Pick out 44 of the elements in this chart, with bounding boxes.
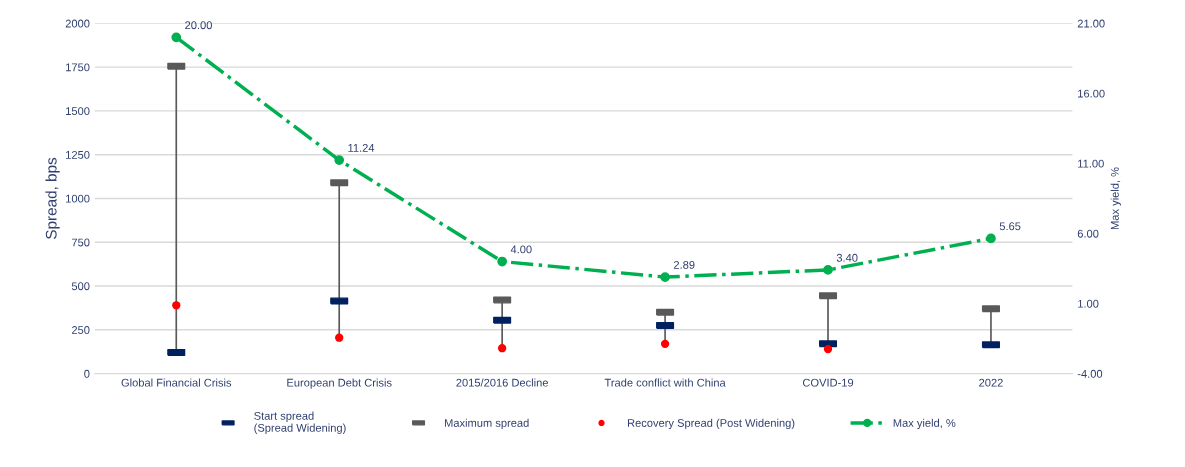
y2-tick-label: 16.00 [1078,89,1105,98]
point [660,272,670,282]
y2-tick-label: 21.00 [1077,19,1105,28]
legend-label: Max yield, % [893,418,956,430]
y-tick-label: 1750 [66,63,90,72]
point [334,155,345,165]
data-label: 20.00 [185,21,212,30]
y-tick-label: 1000 [66,194,90,203]
point [986,233,996,244]
y-tick-label: 1250 [66,150,90,159]
point [660,339,670,348]
y-tick-label: 1500 [66,107,90,116]
x-tick-label: COVID-19 [802,378,854,387]
y-axis-title: Spread, bps [45,157,60,239]
y-tick-label: 750 [71,238,90,247]
legend-label: Start spread (Spread Widening) [254,411,346,434]
data-label: 5.65 [999,222,1021,231]
point [171,32,182,43]
x-tick-label: 2022 [979,378,1003,387]
x-tick-label: European Debt Crisis [287,378,392,389]
y-tick-label: 250 [71,326,90,334]
x-tick-label: Trade conflict with China [604,378,726,387]
point [497,344,507,353]
point [335,333,344,342]
point [497,256,508,267]
data-label: 3.40 [836,253,858,262]
y-tick-label: 2000 [65,19,90,28]
y2-tick-label: -4.00 [1077,369,1103,378]
y-tick-label: 500 [71,282,90,291]
legend-label: Maximum spread [444,418,529,430]
point [823,265,833,275]
y2-tick-label: 11.00 [1078,159,1104,168]
legend-label: Recovery Spread (Post Widening) [627,418,795,430]
y-tick-label: 0 [84,369,90,378]
x-tick-label: Global Financial Crisis [121,378,232,387]
point [172,301,181,310]
data-label: 2.89 [673,260,695,269]
data-label: 4.00 [510,245,532,254]
y2-axis-title: Max yield, % [1110,167,1121,230]
point [823,344,833,354]
y2-tick-label: 1.00 [1078,299,1099,308]
x-tick-label: 2015/2016 Decline [456,378,548,387]
y2-tick-label: 6.00 [1077,229,1099,238]
data-label: 11.24 [348,144,375,152]
